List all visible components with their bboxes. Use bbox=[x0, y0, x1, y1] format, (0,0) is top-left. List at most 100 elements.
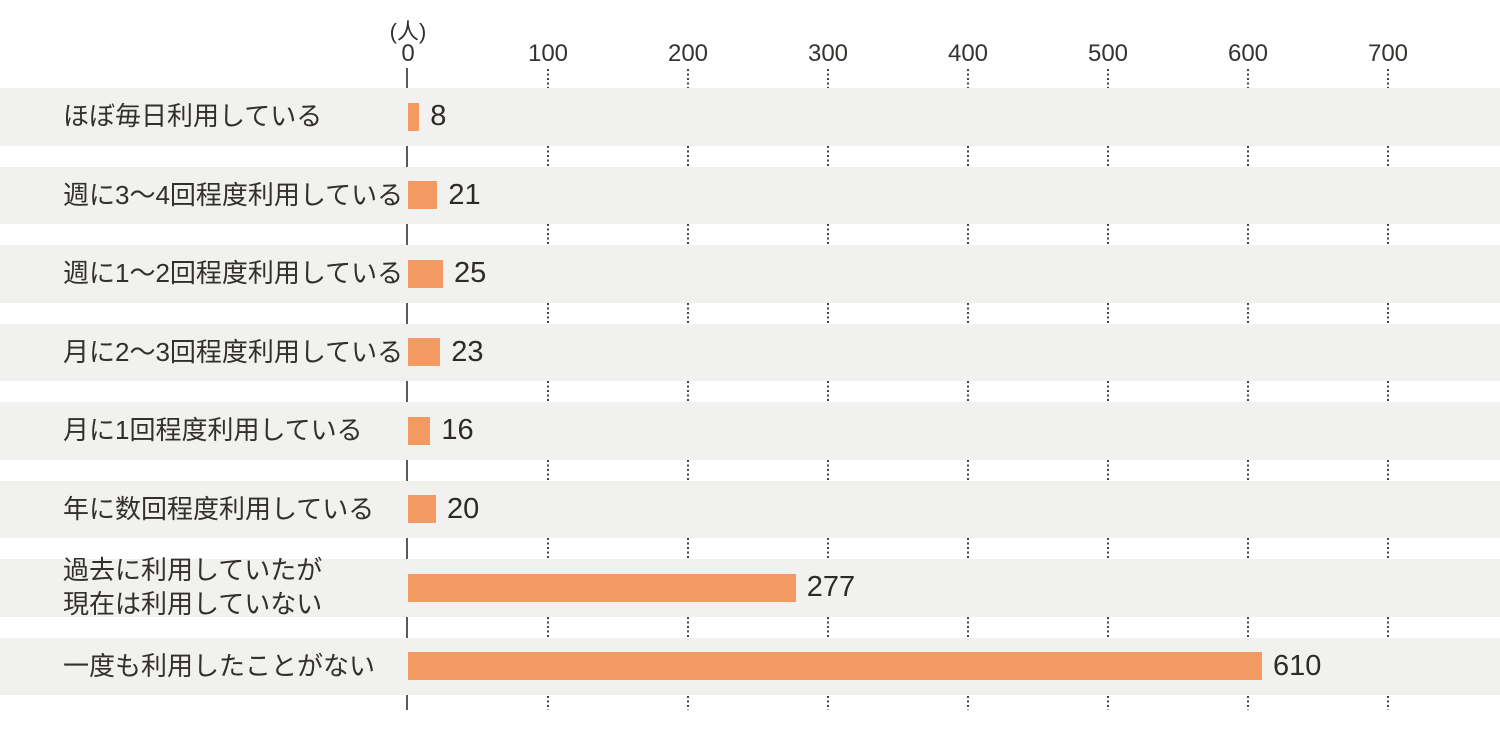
grid-dotted-segment bbox=[547, 616, 549, 638]
value-label: 25 bbox=[454, 257, 487, 290]
grid-dotted-segment bbox=[687, 224, 689, 245]
bar bbox=[408, 181, 438, 210]
x-tick-label: 300 bbox=[807, 40, 849, 67]
grid-dotted-segment bbox=[827, 616, 829, 638]
grid-dotted-segment bbox=[1387, 459, 1389, 481]
bar bbox=[408, 338, 441, 367]
grid-dotted-segment bbox=[547, 538, 549, 559]
bar bbox=[408, 416, 431, 445]
x-tick-label: 400 bbox=[947, 40, 989, 67]
grid-dotted-segment bbox=[1107, 459, 1109, 481]
grid-dotted-segment bbox=[687, 538, 689, 559]
grid-dotted-segment bbox=[1107, 145, 1109, 167]
row-band bbox=[0, 88, 1500, 146]
grid-dotted-segment bbox=[1387, 69, 1389, 88]
grid-dotted-segment bbox=[967, 616, 969, 638]
grid-dotted-segment bbox=[1247, 145, 1249, 167]
category-label: 月に2〜3回程度利用している bbox=[63, 336, 404, 367]
grid-dotted-segment bbox=[547, 381, 549, 402]
grid-dotted-segment bbox=[967, 145, 969, 167]
grid-dotted-segment bbox=[1107, 695, 1109, 710]
grid-dotted-segment bbox=[1247, 302, 1249, 324]
grid-dotted-segment bbox=[1387, 538, 1389, 559]
x-tick-label: 500 bbox=[1087, 40, 1129, 67]
value-label: 21 bbox=[448, 178, 481, 211]
grid-dotted-segment bbox=[1247, 616, 1249, 638]
grid-dotted-segment bbox=[827, 69, 829, 88]
grid-dotted-segment bbox=[547, 224, 549, 245]
category-label: 過去に利用していたが 現在は利用していない bbox=[63, 555, 323, 619]
category-label: 週に3〜4回程度利用している bbox=[63, 179, 404, 210]
category-label: 年に数回程度利用している bbox=[63, 493, 375, 524]
grid-dotted-segment bbox=[687, 381, 689, 402]
x-tick-label: 700 bbox=[1367, 40, 1409, 67]
grid-dotted-segment bbox=[967, 69, 969, 88]
value-label: 277 bbox=[806, 571, 856, 604]
row-band bbox=[0, 402, 1500, 460]
value-label: 8 bbox=[430, 100, 447, 133]
grid-dotted-segment bbox=[1387, 695, 1389, 710]
grid-dotted-segment bbox=[827, 381, 829, 402]
grid-dotted-segment bbox=[827, 145, 829, 167]
value-label: 23 bbox=[451, 335, 484, 368]
bar bbox=[408, 495, 436, 524]
x-tick-label: 200 bbox=[667, 40, 709, 67]
grid-dotted-segment bbox=[547, 145, 549, 167]
bar bbox=[408, 102, 420, 131]
y-axis-zero-line bbox=[406, 68, 408, 710]
row-band bbox=[0, 480, 1500, 538]
x-tick-label: 600 bbox=[1227, 40, 1269, 67]
grid-dotted-segment bbox=[827, 459, 829, 481]
bar bbox=[408, 652, 1262, 681]
grid-dotted-segment bbox=[967, 459, 969, 481]
grid-dotted-segment bbox=[1107, 302, 1109, 324]
grid-dotted-segment bbox=[547, 459, 549, 481]
grid-dotted-segment bbox=[1387, 616, 1389, 638]
grid-dotted-segment bbox=[687, 459, 689, 481]
x-tick-label: 0 bbox=[401, 40, 415, 67]
grid-dotted-segment bbox=[547, 69, 549, 88]
category-label: 一度も利用したことがない bbox=[63, 650, 376, 681]
grid-dotted-segment bbox=[1247, 538, 1249, 559]
bar bbox=[408, 573, 796, 602]
grid-dotted-segment bbox=[1247, 224, 1249, 245]
category-label: ほぼ毎日利用している bbox=[63, 101, 323, 132]
grid-dotted-segment bbox=[1247, 695, 1249, 710]
grid-dotted-segment bbox=[1387, 302, 1389, 324]
x-tick-label: 100 bbox=[527, 40, 569, 67]
grid-dotted-segment bbox=[967, 695, 969, 710]
grid-dotted-segment bbox=[1107, 224, 1109, 245]
grid-dotted-segment bbox=[547, 302, 549, 324]
grid-dotted-segment bbox=[1107, 69, 1109, 88]
grid-dotted-segment bbox=[687, 145, 689, 167]
grid-dotted-segment bbox=[547, 695, 549, 710]
grid-dotted-segment bbox=[827, 302, 829, 324]
grid-dotted-segment bbox=[687, 616, 689, 638]
grid-dotted-segment bbox=[1247, 69, 1249, 88]
grid-dotted-segment bbox=[1107, 538, 1109, 559]
grid-dotted-segment bbox=[827, 538, 829, 559]
grid-dotted-segment bbox=[1247, 459, 1249, 481]
value-label: 610 bbox=[1273, 649, 1322, 682]
grid-dotted-segment bbox=[1387, 224, 1389, 245]
bar bbox=[408, 259, 443, 288]
category-label: 週に1〜2回程度利用している bbox=[63, 258, 404, 289]
grid-dotted-segment bbox=[967, 302, 969, 324]
axis-unit-label: (人) bbox=[389, 19, 427, 44]
category-label: 月に1回程度利用している bbox=[63, 415, 363, 446]
value-label: 16 bbox=[441, 414, 474, 447]
grid-dotted-segment bbox=[687, 302, 689, 324]
grid-dotted-segment bbox=[1387, 145, 1389, 167]
grid-dotted-segment bbox=[967, 538, 969, 559]
grid-dotted-segment bbox=[1107, 381, 1109, 402]
grid-dotted-segment bbox=[1247, 381, 1249, 402]
grid-dotted-segment bbox=[687, 69, 689, 88]
row-band bbox=[0, 245, 1500, 303]
grid-dotted-segment bbox=[1387, 381, 1389, 402]
grid-dotted-segment bbox=[1107, 616, 1109, 638]
grid-dotted-segment bbox=[827, 224, 829, 245]
grid-dotted-segment bbox=[687, 695, 689, 710]
grid-dotted-segment bbox=[827, 695, 829, 710]
value-label: 20 bbox=[447, 492, 480, 525]
